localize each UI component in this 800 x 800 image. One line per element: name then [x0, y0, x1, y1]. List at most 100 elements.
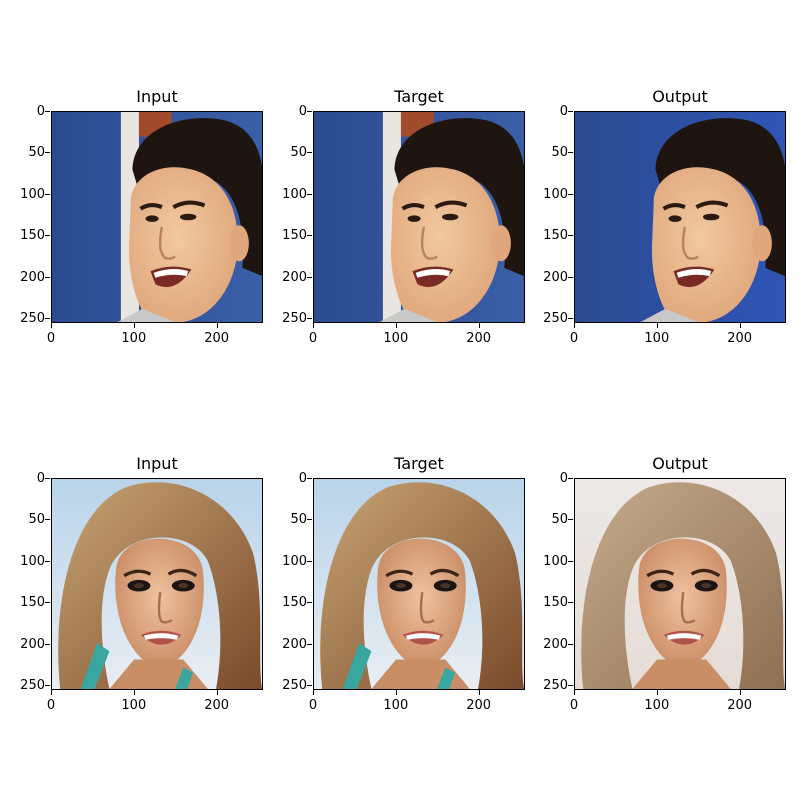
y-tick [568, 111, 573, 112]
x-tick [133, 690, 135, 695]
y-tick-label: 100 [20, 553, 45, 569]
y-tick [568, 478, 573, 479]
y-tick [568, 152, 573, 154]
y-tick-label: 150 [20, 595, 45, 611]
y-tick [45, 643, 50, 645]
y-tick-label: 0 [36, 471, 45, 486]
y-tick-label: 0 [559, 471, 568, 486]
x-tick-label: 0 [46, 331, 56, 346]
x-tick-label: 200 [727, 331, 753, 346]
y-tick [568, 560, 573, 562]
x-tick [478, 690, 480, 695]
y-tick-label: 250 [282, 311, 307, 327]
x-tick [574, 323, 575, 328]
man-face-image [313, 111, 525, 323]
y-tick-label: 50 [551, 512, 568, 528]
y-tick [45, 111, 50, 112]
y-tick-label: 50 [551, 145, 568, 161]
y-tick-label: 200 [282, 269, 307, 285]
x-tick [395, 323, 397, 328]
y-tick-label: 50 [28, 145, 45, 161]
y-tick [45, 602, 50, 604]
y-tick-label: 150 [20, 228, 45, 244]
y-tick-label: 250 [282, 678, 307, 694]
image-panel-output: Output 0 50 100 150 200 250 0 100 200 [543, 87, 786, 345]
y-tick [45, 318, 50, 320]
panel-title: Output [652, 87, 708, 106]
x-tick-label: 0 [569, 698, 579, 713]
y-tick-label: 250 [543, 678, 568, 694]
y-tick-label: 100 [543, 186, 568, 202]
man-face-image [574, 111, 786, 323]
image-panel-output: Output 0 50 100 150 200 250 0 100 200 [543, 454, 786, 712]
y-tick [307, 519, 312, 521]
x-tick-label: 0 [46, 698, 56, 713]
y-tick-label: 250 [20, 678, 45, 694]
x-tick-label: 200 [727, 698, 753, 713]
panel-title: Input [136, 87, 178, 106]
y-tick-label: 100 [543, 553, 568, 569]
y-tick-label: 150 [543, 228, 568, 244]
x-tick [216, 690, 218, 695]
y-tick [307, 193, 312, 195]
y-tick-label: 50 [290, 145, 307, 161]
x-tick [313, 323, 314, 328]
y-tick-label: 200 [543, 269, 568, 285]
woman-face-image [313, 478, 525, 690]
x-tick [739, 323, 741, 328]
x-tick-label: 0 [308, 331, 318, 346]
y-tick [45, 478, 50, 479]
y-tick [307, 276, 312, 278]
y-tick-label: 200 [282, 636, 307, 652]
y-tick [45, 519, 50, 521]
y-tick-label: 250 [20, 311, 45, 327]
y-tick [307, 111, 312, 112]
x-tick-label: 200 [204, 331, 230, 346]
y-tick-label: 100 [282, 186, 307, 202]
x-tick-label: 100 [383, 698, 409, 713]
y-tick-label: 150 [543, 595, 568, 611]
y-tick-label: 50 [28, 512, 45, 528]
x-tick [51, 323, 52, 328]
panel-title: Target [394, 454, 444, 473]
y-tick [45, 560, 50, 562]
y-tick-label: 150 [282, 228, 307, 244]
x-tick-label: 0 [308, 698, 318, 713]
y-tick [568, 318, 573, 320]
x-tick-label: 200 [204, 698, 230, 713]
y-tick-label: 200 [543, 636, 568, 652]
y-tick [307, 318, 312, 320]
y-tick-label: 0 [298, 471, 307, 486]
y-tick [307, 235, 312, 237]
y-tick [307, 560, 312, 562]
image-panel-target: Target 0 50 100 150 200 250 0 100 200 [282, 87, 525, 345]
y-tick [568, 276, 573, 278]
y-tick-label: 100 [282, 553, 307, 569]
y-tick [45, 685, 50, 687]
x-tick-label: 100 [644, 698, 670, 713]
x-tick-label: 200 [466, 331, 492, 346]
y-tick-label: 200 [20, 636, 45, 652]
x-tick [216, 323, 218, 328]
x-tick [656, 690, 658, 695]
y-tick-label: 200 [20, 269, 45, 285]
y-tick-label: 0 [559, 104, 568, 119]
y-tick-label: 100 [20, 186, 45, 202]
x-tick-label: 100 [121, 331, 147, 346]
y-tick-label: 0 [36, 104, 45, 119]
image-panel-input: Input 0 50 100 150 200 250 0 100 200 [20, 454, 263, 712]
y-tick [307, 602, 312, 604]
y-tick [45, 235, 50, 237]
x-tick-label: 200 [466, 698, 492, 713]
x-tick [313, 690, 314, 695]
man-face-image [51, 111, 263, 323]
woman-face-image [574, 478, 786, 690]
panel-title: Input [136, 454, 178, 473]
y-tick [568, 519, 573, 521]
x-tick [133, 323, 135, 328]
x-tick [656, 323, 658, 328]
y-tick [568, 602, 573, 604]
y-tick [568, 235, 573, 237]
y-tick [568, 685, 573, 687]
